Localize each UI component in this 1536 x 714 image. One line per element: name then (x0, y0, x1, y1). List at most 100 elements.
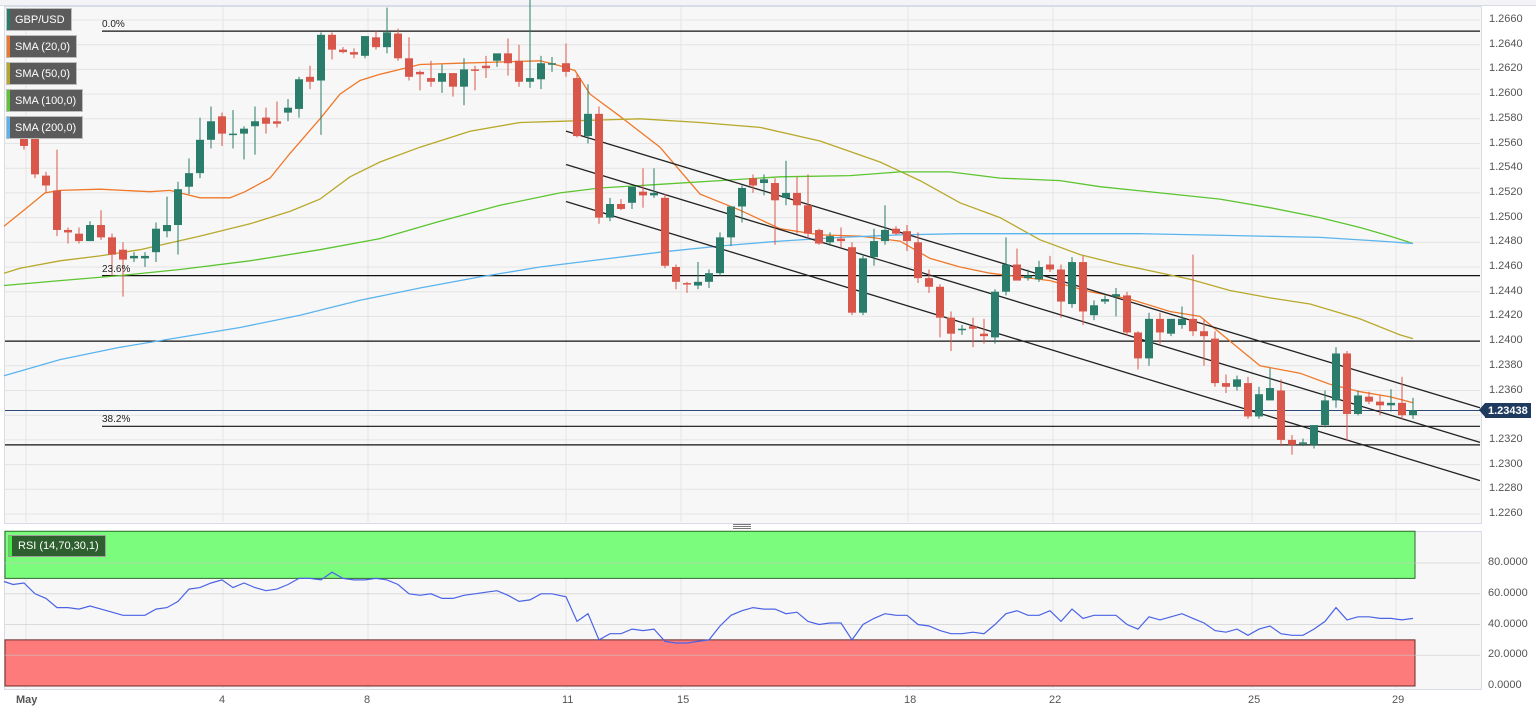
bullish-candle (1409, 410, 1417, 416)
bearish-candle (416, 71, 424, 75)
bearish-candle (1123, 295, 1131, 333)
bearish-candle (914, 242, 922, 279)
legend-label: SMA (50,0) (15, 67, 71, 80)
legend-label: GBP/USD (15, 13, 65, 26)
overbought-zone (4, 530, 1416, 579)
bearish-candle (925, 278, 933, 287)
bearish-candle (262, 117, 270, 124)
date-tick-label: 8 (364, 694, 371, 706)
bearish-candle (1200, 331, 1208, 337)
bearish-candle (947, 317, 955, 334)
legend-item-sma200[interactable]: SMA (200,0) (6, 116, 84, 139)
bearish-candle (1222, 383, 1230, 387)
bearish-candle (1398, 402, 1406, 416)
fib-level-label: 0.0% (102, 19, 125, 31)
bullish-candle (991, 291, 999, 338)
legend-item-sma20[interactable]: SMA (20,0) (6, 35, 78, 58)
date-tick-label: May (16, 694, 38, 706)
bearish-candle (108, 237, 116, 255)
bullish-candle (196, 139, 204, 174)
price-tick-label: 1.2600 (1489, 87, 1523, 100)
rsi-line (3, 571, 1414, 644)
bearish-candle (42, 175, 50, 186)
bullish-candle (1321, 400, 1329, 426)
legend-item-sma100[interactable]: SMA (100,0) (6, 89, 84, 112)
price-tick-label: 1.2420 (1489, 309, 1523, 322)
bearish-candle (1079, 262, 1087, 312)
bearish-candle (793, 192, 801, 206)
bearish-candle (306, 76, 314, 82)
legend-item-sma50[interactable]: SMA (50,0) (6, 62, 78, 85)
bearish-candle (427, 78, 435, 82)
price-tick-label: 1.2560 (1489, 136, 1523, 149)
price-tick-label: 1.2480 (1489, 235, 1523, 248)
bearish-candle (683, 283, 691, 285)
bullish-candle (727, 206, 735, 238)
price-chart-pane[interactable] (4, 6, 1482, 524)
bearish-candle (64, 229, 72, 233)
rsi-tick-label: 60.0000 (1488, 586, 1528, 599)
bullish-candle (163, 225, 171, 232)
price-tick-label: 1.2520 (1489, 185, 1523, 198)
bullish-candle (1167, 318, 1175, 334)
rsi-legend[interactable]: RSI (14,70,30,1) (8, 535, 106, 557)
bullish-candle (207, 121, 215, 140)
bullish-candle (628, 186, 636, 203)
bearish-candle (75, 233, 83, 242)
bearish-candle (661, 197, 669, 266)
price-tick-label: 1.2640 (1489, 37, 1523, 50)
bullish-candle (1332, 353, 1340, 401)
bearish-candle (892, 228, 900, 234)
bullish-candle (694, 281, 702, 286)
bullish-candle (317, 34, 325, 81)
legend-item-instrument[interactable]: GBP/USD (6, 8, 72, 31)
bullish-candle (361, 36, 369, 56)
bearish-candle (405, 58, 413, 77)
legend-swatch (9, 536, 12, 556)
sma-line (3, 60, 1414, 404)
bullish-candle (174, 189, 182, 226)
bullish-candle (1090, 305, 1098, 316)
price-tick-label: 1.2540 (1489, 161, 1523, 174)
bullish-candle (548, 63, 556, 65)
bullish-candle (1178, 318, 1186, 326)
bullish-candle (705, 273, 713, 282)
bullish-candle (1145, 318, 1153, 359)
bearish-candle (515, 60, 523, 82)
bullish-candle (152, 228, 160, 253)
bullish-candle (526, 78, 534, 82)
chart-legend: GBP/USD SMA (20,0) SMA (50,0) SMA (100,0… (6, 8, 84, 143)
rsi-tick-label: 80.0000 (1488, 556, 1528, 568)
price-tick-label: 1.2460 (1489, 260, 1523, 272)
bearish-candle (1134, 332, 1142, 359)
trend-channel-line (565, 130, 1481, 409)
bullish-candle (584, 113, 592, 137)
fib-level-label: 38.2% (102, 414, 131, 426)
bullish-candle (537, 63, 545, 80)
bullish-candle (650, 192, 658, 196)
bearish-candle (328, 34, 336, 50)
bearish-candle (1057, 269, 1065, 302)
bearish-candle (372, 37, 380, 48)
price-tick-label: 1.2300 (1489, 457, 1523, 470)
price-tick-label: 1.2440 (1489, 284, 1523, 297)
bearish-candle (639, 191, 647, 196)
pane-resize-handle[interactable] (733, 524, 751, 529)
bearish-candle (1376, 401, 1384, 406)
bullish-candle (1035, 267, 1043, 280)
rsi-legend-label: RSI (14,70,30,1) (18, 540, 99, 552)
bullish-candle (229, 133, 237, 136)
bullish-candle (716, 237, 724, 274)
bearish-candle (119, 249, 127, 260)
fib-level-label: 23.6% (102, 263, 131, 275)
date-tick-label: 15 (677, 694, 690, 706)
bearish-candle (218, 116, 226, 134)
price-tick-label: 1.2620 (1489, 62, 1523, 75)
bearish-candle (1244, 383, 1252, 417)
legend-swatch (7, 90, 10, 111)
price-tick-label: 1.2360 (1489, 383, 1523, 396)
legend-label: SMA (20,0) (15, 40, 71, 53)
bearish-candle (449, 73, 457, 87)
bearish-candle (617, 204, 625, 209)
